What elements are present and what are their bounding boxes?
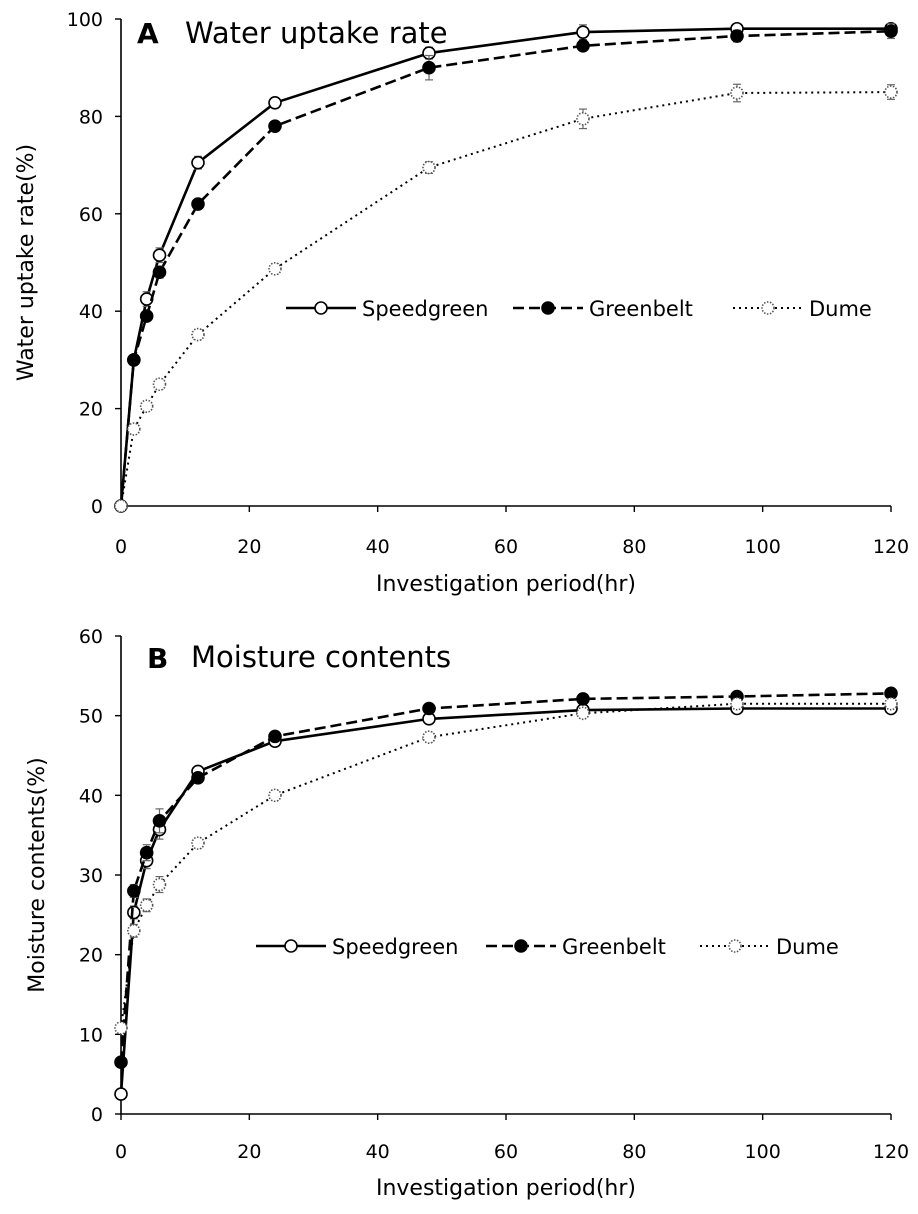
series-line-speedgreen [119,27,891,507]
y-tick-label: 40 [79,301,103,323]
data-point-greenbelt [576,38,590,53]
data-point-dume [884,85,898,99]
y-tick-label: 10 [79,1024,103,1046]
y-tick-label: 30 [79,865,103,887]
x-tick-label: 20 [237,1141,261,1163]
data-point-greenbelt [268,119,282,133]
y-tick-label: 60 [79,204,103,226]
x-axis-title: Investigation period(hr) [376,572,636,597]
legend-marker-dume [761,301,775,315]
y-tick-label: 20 [79,945,103,967]
legend-label-dume: Dume [776,935,839,959]
x-tick-label: 40 [366,536,390,558]
data-point-dume [152,877,167,892]
data-point-speedgreen [127,905,141,920]
y-axis-title: Moisture contents(%) [25,757,50,992]
legend-marker-speedgreen [284,939,298,953]
data-point-dume [114,499,128,513]
y-tick-label: 0 [91,496,103,518]
x-tick-label: 100 [745,536,781,558]
data-point-speedgreen [268,95,282,110]
x-tick-label: 120 [873,1141,909,1163]
data-point-dume [268,788,282,803]
x-tick-label: 60 [494,1141,518,1163]
y-tick-label: 80 [79,106,103,128]
data-point-speedgreen [114,1087,128,1101]
data-point-greenbelt [191,771,205,785]
data-point-greenbelt [139,845,154,860]
data-point-dume [127,422,141,436]
y-tick-label: 0 [91,1104,103,1126]
data-point-dume [422,730,436,744]
x-tick-label: 40 [366,1141,390,1163]
legend-label-greenbelt: Greenbelt [589,297,693,321]
x-axis-title: Investigation period(hr) [376,1176,636,1201]
data-point-dume [730,86,744,100]
data-point-greenbelt [127,353,141,367]
x-tick-label: 0 [115,536,127,558]
data-point-dume [884,696,898,711]
data-point-dume [268,262,282,276]
data-point-speedgreen [191,155,205,170]
data-point-speedgreen [152,248,167,262]
legend-label-speedgreen: Speedgreen [332,935,458,959]
y-tick-label: 60 [79,626,103,648]
data-point-greenbelt [268,729,282,744]
data-point-greenbelt [114,1055,128,1070]
y-tick-label: 20 [79,399,103,421]
x-tick-label: 0 [115,1141,127,1163]
panel-b: 0 10 20 30 40 50 60 0 20 40 60 80 100 120 Investigatio… [25,626,909,1201]
data-point-speedgreen [576,25,590,39]
panel-a: 0 20 40 60 80 100 0 20 40 60 80 100 120 Investigation… [14,9,909,597]
legend-label-speedgreen: Speedgreen [362,297,488,321]
x-tick-label: 100 [745,1141,781,1163]
series-line-greenbelt [119,29,892,507]
x-tick-label: 60 [494,536,518,558]
legend-label-greenbelt: Greenbelt [562,935,666,959]
data-point-greenbelt [127,884,141,898]
data-point-dume [139,898,154,913]
data-point-greenbelt [884,24,898,38]
x-tick-label: 20 [237,536,261,558]
legend-marker-greenbelt [514,939,528,953]
x-tick-label: 80 [622,536,646,558]
series-line-greenbelt [119,692,892,1063]
data-point-dume [127,923,141,938]
panel-letter: A [137,17,159,50]
y-tick-label: 100 [67,9,103,31]
chart-title: Moisture contents [191,640,451,674]
data-point-greenbelt [191,197,205,211]
x-tick-label: 120 [873,536,909,558]
data-point-greenbelt [422,701,436,716]
data-point-greenbelt [422,60,436,75]
legend-marker-speedgreen [314,301,328,315]
data-point-dume [576,112,590,126]
chart-title: Water uptake rate [185,16,448,50]
data-point-greenbelt [152,814,167,828]
data-point-dume [139,399,154,413]
y-axis-title: Water uptake rate(%) [14,144,39,381]
data-point-greenbelt [730,29,744,43]
data-point-dume [191,836,205,850]
data-point-dume [576,706,590,721]
data-point-greenbelt [139,309,154,323]
series-line-dume [120,702,891,1029]
series-line-speedgreen [119,707,891,1095]
data-point-dume [422,160,436,175]
data-point-dume [730,696,744,711]
series-line-dume [120,91,892,507]
y-tick-label: 50 [79,706,103,728]
data-point-dume [152,377,167,392]
legend-marker-dume [728,939,742,953]
data-point-greenbelt [152,265,167,280]
data-point-dume [191,327,205,342]
data-point-greenbelt [576,692,590,706]
panel-letter: B [147,642,168,675]
legend-marker-greenbelt [541,301,555,315]
x-tick-label: 80 [622,1141,646,1163]
legend-label-dume: Dume [809,297,872,321]
y-tick-label: 40 [79,785,103,807]
data-point-dume [114,1021,128,1035]
